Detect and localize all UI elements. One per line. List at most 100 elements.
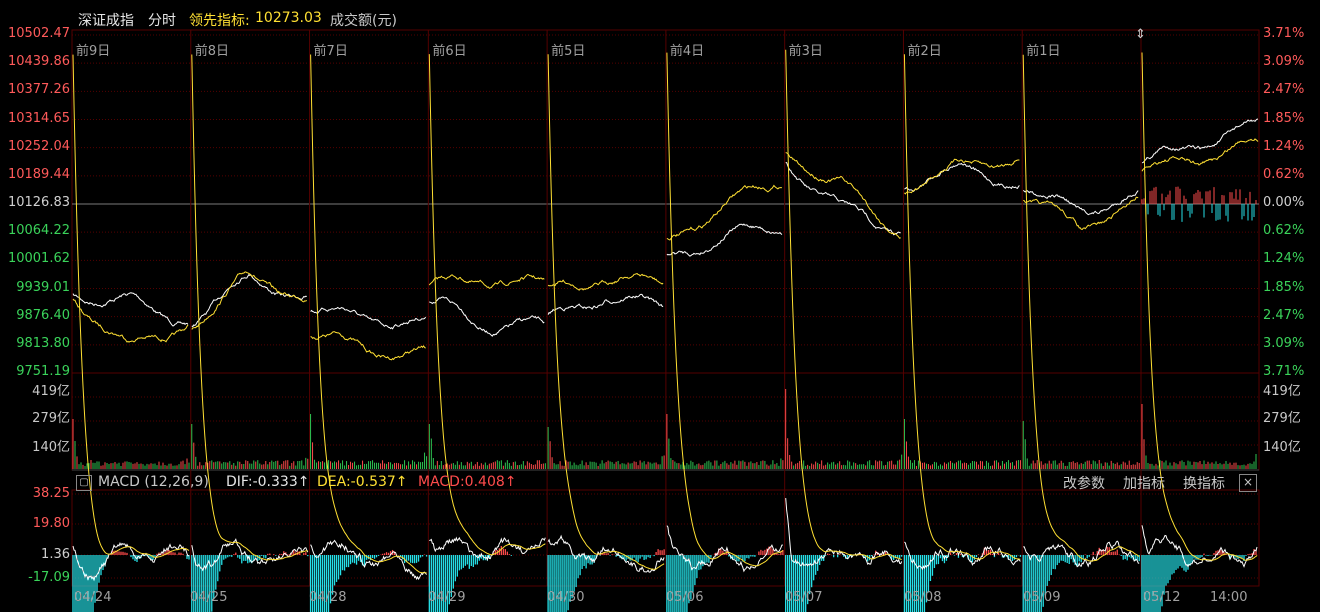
macd-dif-line (1023, 540, 1140, 568)
price-line-white (310, 306, 427, 330)
macd-dif-line (904, 541, 1021, 571)
macd-dea-line (903, 54, 1021, 560)
price-tick-label: 9751.19 (16, 364, 70, 379)
day-label: 前3日 (788, 44, 823, 59)
day-label: 前9日 (76, 44, 111, 59)
macd-dif-line (785, 498, 903, 567)
date-label: 05/12 (1143, 590, 1181, 605)
price-tick-label: 10001.62 (7, 251, 70, 267)
price-line-white (429, 296, 545, 337)
macd-dea-line (785, 49, 902, 560)
price-line-white (72, 292, 189, 327)
day-label: 前1日 (1026, 44, 1061, 59)
price-line-yellow (1023, 196, 1139, 230)
price-line-white (191, 273, 307, 328)
date-label: 04/30 (547, 590, 585, 605)
date-label: 14:00 (1210, 590, 1248, 605)
volume-tick-label-right: 279亿 (1263, 411, 1301, 426)
lead-indicator-label: 领先指标: (189, 13, 250, 29)
price-tick-label: 9939.01 (16, 279, 70, 295)
macd-dif-line (429, 536, 546, 562)
volume-tick-label: 140亿 (32, 440, 70, 455)
macd-dea-line (428, 54, 546, 556)
date-label: 04/24 (74, 590, 112, 605)
date-label: 05/06 (666, 590, 704, 605)
close-icon[interactable]: × (1239, 474, 1257, 492)
macd-dif-line (72, 541, 190, 582)
percent-tick-label: 1.85% (1263, 279, 1305, 295)
chart-header: 深证成指 分时 领先指标: 10273.03 成交额(元) (0, 0, 1320, 30)
price-line-yellow (904, 158, 1020, 195)
price-line-yellow (191, 271, 308, 330)
macd-dif: DIF:-0.333↑ (226, 474, 310, 490)
price-tick-label: 10314.65 (7, 110, 70, 126)
macd-tick-label: 19.80 (32, 516, 70, 531)
volume-tick-label: 419亿 (32, 384, 70, 399)
index-name[interactable]: 深证成指 (78, 13, 134, 29)
price-tick-label: 10377.26 (7, 82, 70, 98)
price-tick-label: 10439.86 (7, 54, 70, 70)
price-tick-label: 10189.44 (7, 166, 70, 182)
percent-tick-label: 3.09% (1263, 335, 1305, 351)
day-label: 前6日 (432, 44, 467, 59)
volume-tick-label-right: 140亿 (1263, 440, 1301, 455)
percent-tick-label: 0.62% (1263, 223, 1305, 239)
price-tick-label: 10064.22 (7, 223, 70, 239)
macd-dea-line (310, 54, 427, 574)
percent-tick-label: 3.71% (1263, 364, 1305, 379)
macd-dif-line (1141, 525, 1258, 568)
add-indicator-button[interactable]: 加指标 (1123, 476, 1165, 492)
price-tick-label: 10502.47 (7, 26, 70, 41)
macd-dea-line (1141, 52, 1258, 561)
lead-indicator-value: 10273.03 (255, 10, 322, 26)
price-line-white (1022, 189, 1139, 216)
price-tick-label: 10126.83 (7, 195, 70, 210)
drag-handle-icon: ⇕ (1135, 27, 1146, 42)
collapse-icon[interactable]: ▢ (76, 475, 92, 491)
date-label: 04/29 (428, 590, 466, 605)
macd-dea-line (547, 54, 665, 570)
date-label: 04/28 (309, 590, 347, 605)
macd-tick-label: 1.36 (41, 547, 70, 562)
price-line-yellow (547, 273, 664, 291)
percent-tick-label: 1.24% (1263, 138, 1305, 154)
edit-params-button[interactable]: 改参数 (1063, 476, 1105, 492)
macd-tick-label: -17.09 (28, 570, 70, 585)
day-label: 前4日 (669, 44, 705, 59)
price-line-yellow (310, 331, 426, 361)
macd-name[interactable]: MACD (12,26,9) (98, 474, 209, 490)
switch-indicator-button[interactable]: 换指标 (1183, 476, 1225, 492)
percent-tick-label: 1.24% (1263, 251, 1305, 267)
day-label: 前5日 (551, 44, 586, 59)
date-label: 05/08 (904, 590, 942, 605)
price-line-white (666, 223, 783, 257)
price-line-white (1141, 118, 1259, 164)
percent-tick-label: 3.09% (1263, 54, 1305, 70)
date-label: 05/07 (785, 590, 823, 605)
percent-tick-label: 2.47% (1263, 307, 1305, 323)
macd-dif-line (666, 525, 783, 573)
price-tick-label: 10252.04 (7, 138, 70, 154)
price-line-yellow (428, 274, 545, 289)
volume-tick-label-right: 419亿 (1263, 384, 1301, 399)
macd-dea-line (72, 54, 190, 558)
percent-tick-label: 2.47% (1263, 82, 1305, 98)
price-tick-label: 9813.80 (16, 335, 70, 351)
price-tick-label: 9876.40 (16, 307, 70, 323)
macd-dif-line (547, 534, 665, 573)
price-line-yellow (785, 152, 901, 239)
percent-tick-label: 1.85% (1263, 110, 1305, 126)
price-line-yellow (72, 298, 189, 343)
day-label: 前7日 (313, 44, 348, 59)
macd-dif-line (310, 539, 427, 581)
macd-dea-line (1022, 54, 1140, 562)
mode-label[interactable]: 分时 (148, 13, 176, 29)
day-label: 前2日 (907, 44, 942, 59)
price-line-white (785, 162, 901, 236)
macd-value: MACD:0.408↑ (418, 474, 517, 490)
percent-tick-label: 3.71% (1263, 26, 1305, 41)
percent-tick-label: 0.62% (1263, 166, 1305, 182)
macd-tick-label: 38.25 (32, 486, 70, 501)
price-line-white (547, 293, 664, 315)
